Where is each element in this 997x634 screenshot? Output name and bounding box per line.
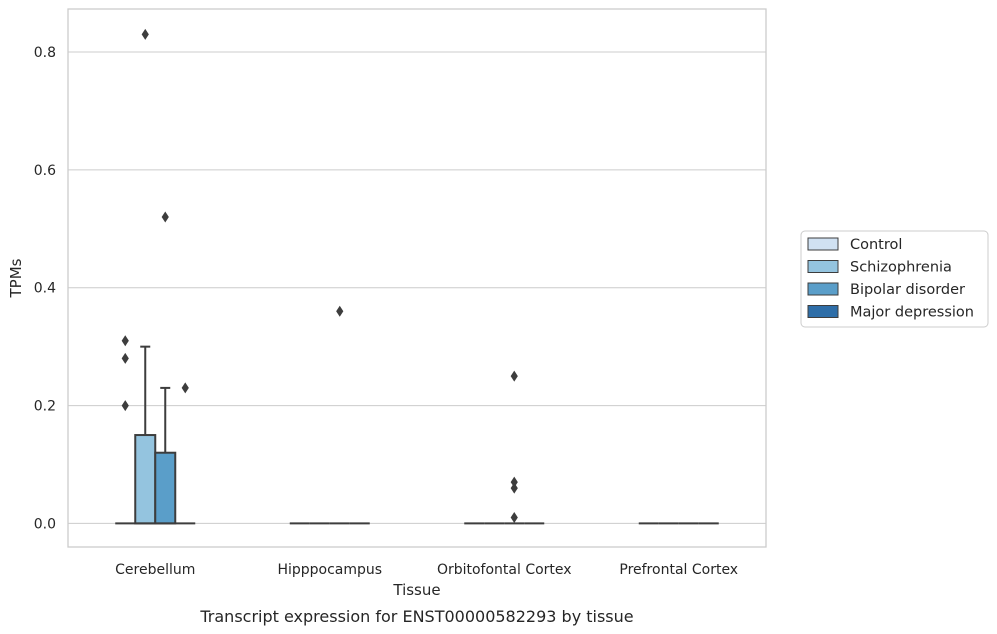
legend: Control Schizophrenia Bipolar disorder Majo… (800, 230, 989, 328)
x-tick-label: Orbitofontal Cortex (437, 562, 572, 578)
y-tick-label: 0.8 (34, 45, 56, 61)
legend-label: Major depression (850, 305, 974, 321)
y-tick-label: 0.0 (34, 516, 56, 532)
legend-swatch (807, 237, 839, 251)
box-group (175, 382, 196, 525)
box-group (329, 305, 350, 525)
chart-caption: Transcript expression for ENST0000058229… (199, 607, 633, 626)
legend-label: Schizophrenia (850, 260, 952, 276)
y-tick-label: 0.2 (34, 399, 56, 415)
y-axis-label: TPMs (7, 258, 25, 298)
box-group (134, 28, 157, 525)
legend-label: Bipolar disorder (850, 282, 965, 298)
outlier-point (141, 28, 149, 40)
outlier-point (510, 370, 518, 382)
legend-swatch (807, 260, 839, 273)
outlier-point (121, 400, 129, 412)
x-tick-label: Cerebellum (115, 562, 195, 578)
outlier-point (510, 512, 518, 524)
box-group (115, 335, 136, 525)
x-tick-label: Hipppocampus (277, 562, 382, 578)
x-axis-label: Tissue (392, 581, 440, 599)
box (134, 434, 157, 525)
outlier-point (336, 305, 344, 317)
outlier-point (161, 211, 169, 223)
outlier-point (121, 335, 129, 347)
plot-frame (67, 8, 767, 548)
y-tick-label: 0.4 (34, 281, 56, 297)
y-tick-labels: 0.0 0.2 0.4 0.6 0.8 (34, 45, 56, 532)
legend-swatch (807, 282, 839, 296)
box (154, 451, 177, 525)
box-group (154, 211, 177, 525)
x-tick-label: Prefrontal Cortex (619, 562, 738, 578)
legend-frame (800, 230, 989, 328)
legend-swatch (807, 305, 839, 318)
outlier-point (181, 382, 189, 394)
box-layer (115, 28, 719, 525)
outlier-point (510, 482, 518, 494)
outlier-point (121, 352, 129, 364)
x-tick-labels: Cerebellum Hipppocampus Orbitofontal Corte… (115, 562, 738, 578)
y-tick-label: 0.6 (34, 163, 56, 179)
outlier-point (510, 476, 518, 488)
box-group (504, 370, 525, 525)
legend-label: Control (850, 237, 902, 253)
